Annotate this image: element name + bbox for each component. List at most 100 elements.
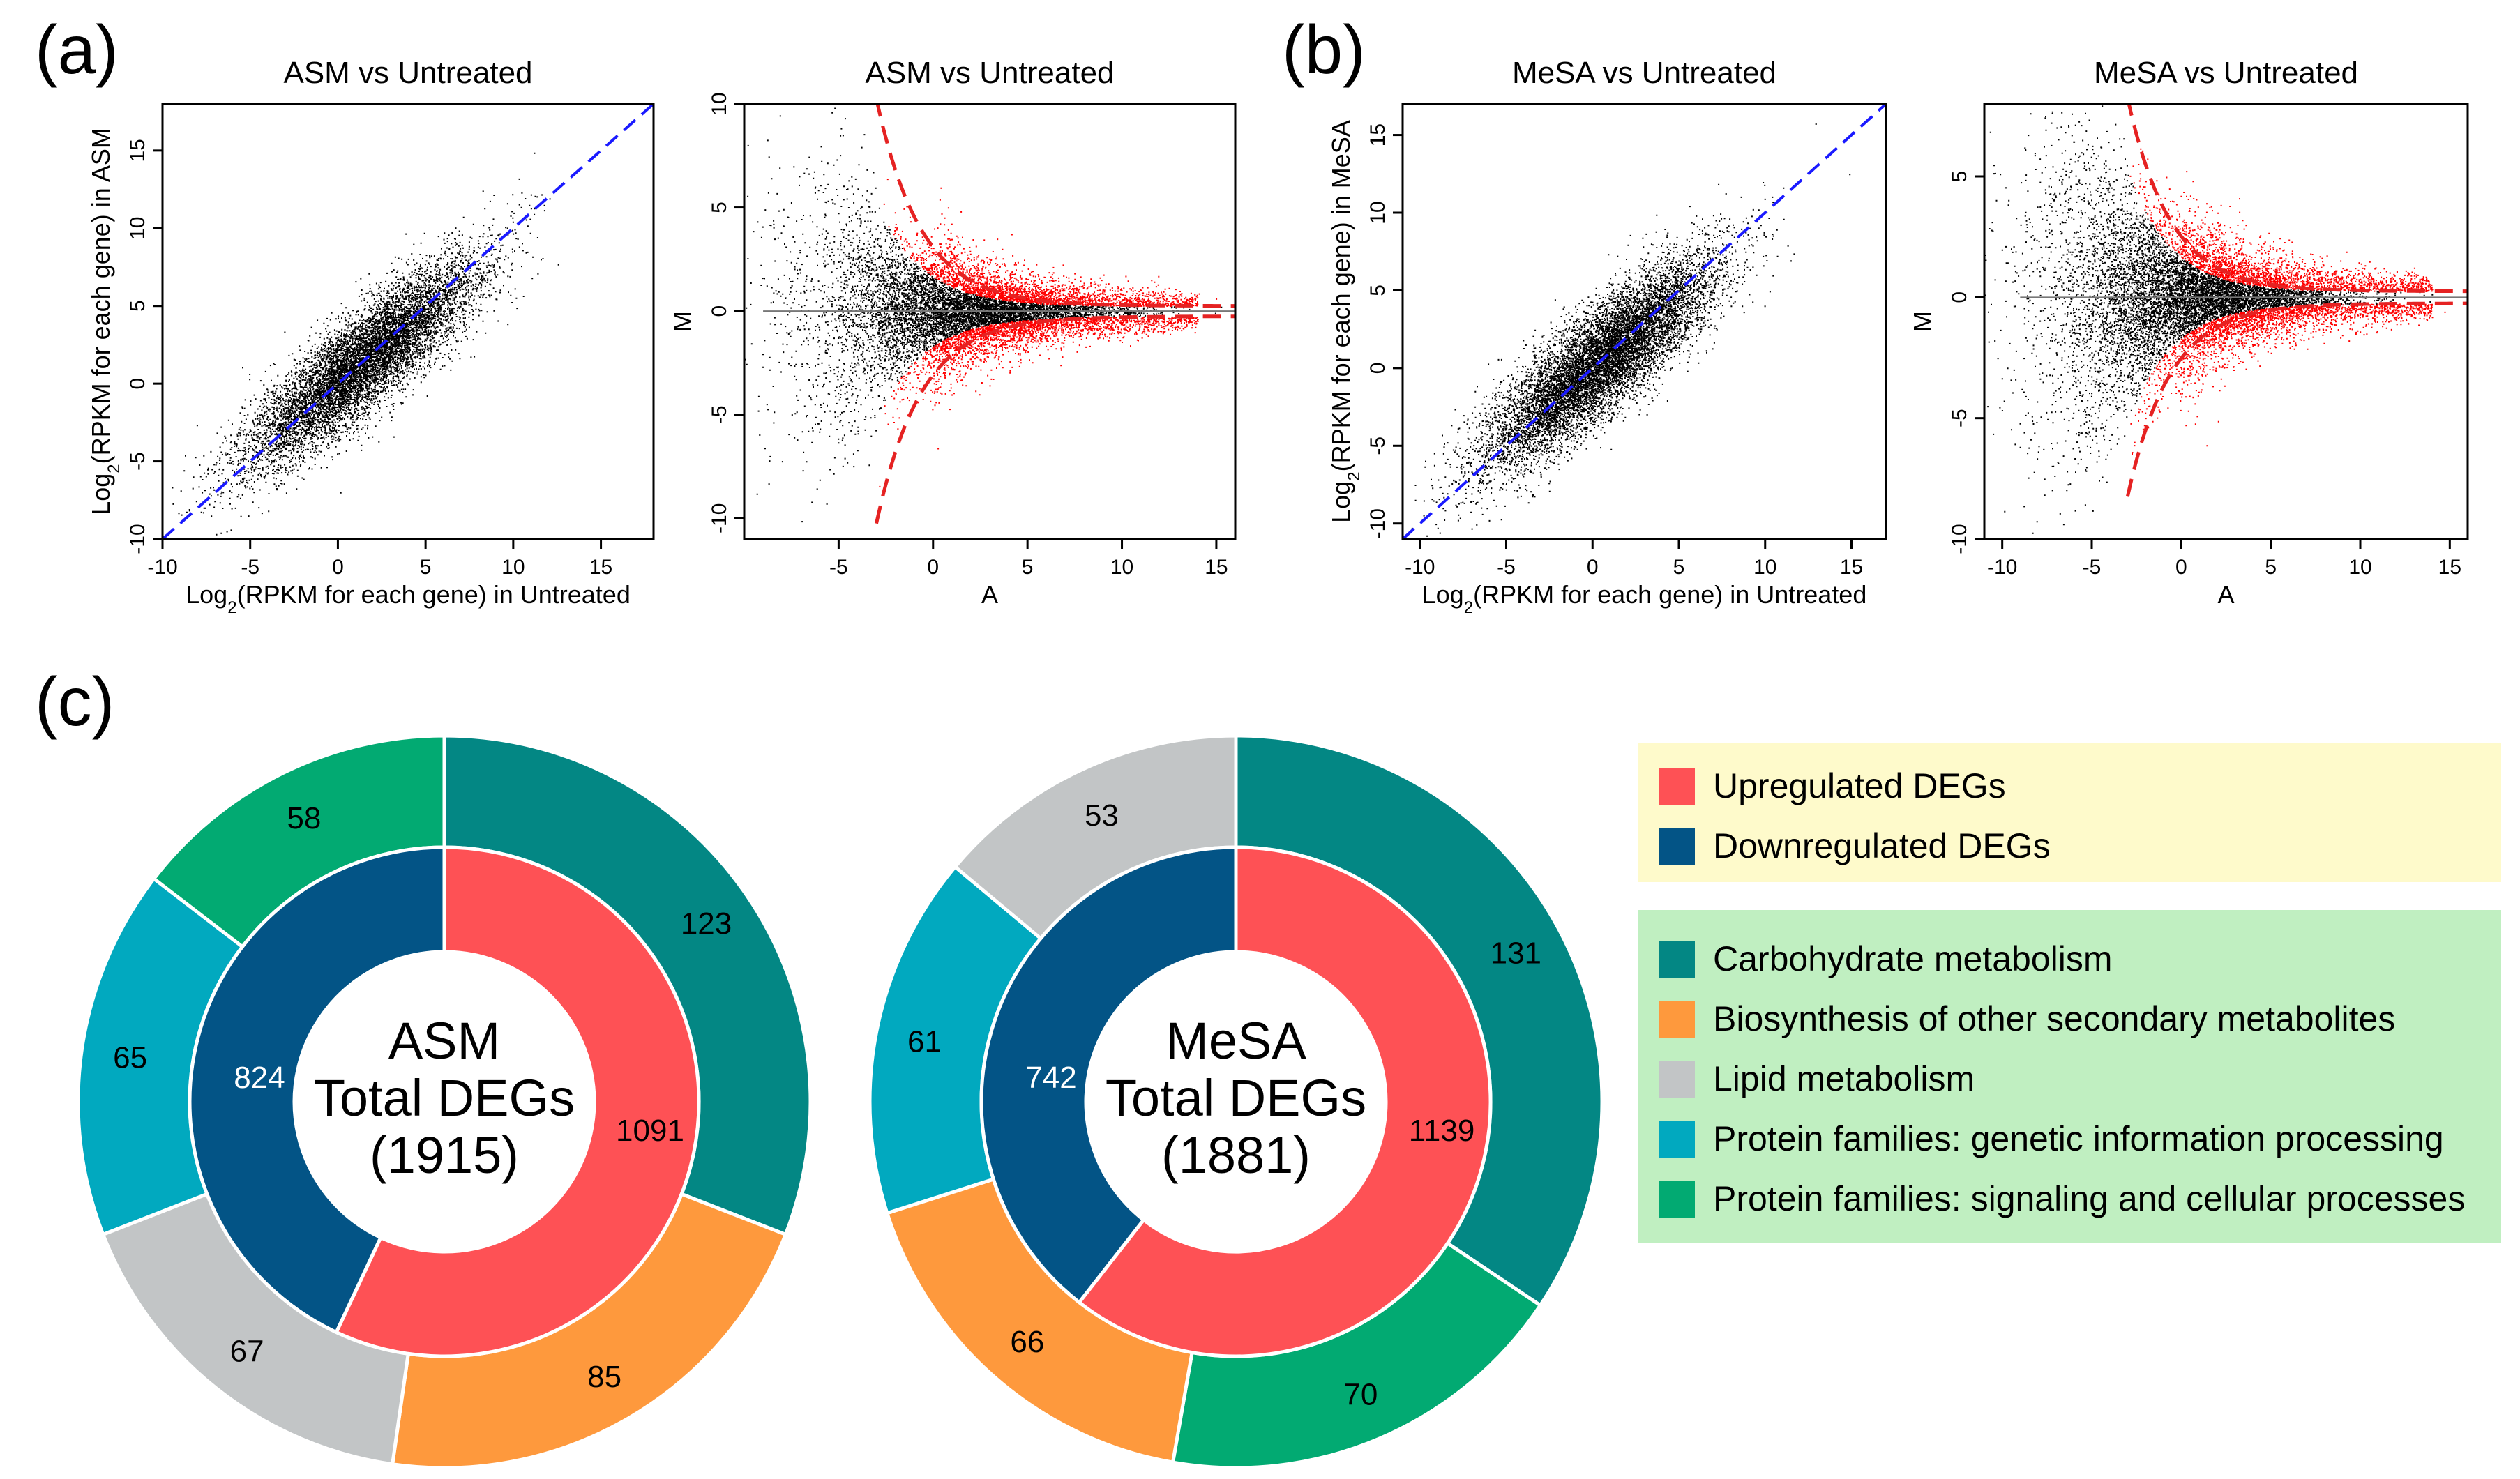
y-axis-label: Log2(RPKM for each gene) in ASM <box>86 128 123 515</box>
legend-swatch-biosynthesis <box>1659 1001 1695 1038</box>
legend-label: Lipid metabolism <box>1713 1059 1975 1098</box>
y-tick-label: 5 <box>1948 171 1971 183</box>
legend-label: Carbohydrate metabolism <box>1713 939 2113 978</box>
panel-label-c: (c) <box>35 663 114 740</box>
plot-frame <box>1401 103 1887 540</box>
x-tick-label: 0 <box>927 556 939 579</box>
y-axis-label: Log2(RPKM for each gene) in MeSA <box>1327 120 1364 523</box>
x-axis-label: A <box>981 580 998 609</box>
diagonal-line <box>1403 104 1886 539</box>
panel-label-a: (a) <box>35 11 119 88</box>
outer-slice-value: 131 <box>1491 936 1541 971</box>
donut-hole <box>294 952 594 1252</box>
legend-swatch-lipid <box>1659 1061 1695 1098</box>
x-tick-label: 15 <box>2438 556 2461 579</box>
x-tick-label: 10 <box>1110 556 1133 579</box>
donut-center-line: ASM <box>388 1012 500 1070</box>
x-tick-label: 0 <box>1587 556 1599 579</box>
threshold-lower <box>2125 301 2468 497</box>
diagonal-line <box>163 104 654 539</box>
y-tick-label: 0 <box>1948 291 1971 303</box>
x-tick-label: -5 <box>829 556 848 579</box>
scatter-dots <box>172 152 559 539</box>
y-tick-label: -5 <box>1366 437 1389 455</box>
x-axis-label-rest: (RPKM for each gene) in Untreated <box>1473 580 1866 609</box>
y-tick-label: -10 <box>1366 508 1389 538</box>
y-tick-label: 0 <box>708 305 731 317</box>
scatter-points <box>1403 104 1886 539</box>
y-tick-label: 5 <box>1366 285 1389 296</box>
plot-mesa-ma: MeSA vs Untreated -10 -5 0 5 10 15 -10 -5 0 5 A M <box>1908 56 2469 609</box>
outer-slice-value: 70 <box>1343 1377 1378 1411</box>
donut-center-line: (1915) <box>370 1126 519 1184</box>
outer-slice-value: 85 <box>587 1360 621 1394</box>
plot-mesa-scatter: MeSA vs Untreated-10 -5 0 5 10 15-10-5051015L… <box>1327 56 1887 617</box>
plot-asm-ma: ASM vs Untreated -5 0 5 10 15 -10 -5 0 5 10 A M <box>668 56 1237 609</box>
y-tick-label: 0 <box>1366 363 1389 374</box>
plot-title: ASM vs Untreated <box>283 56 532 90</box>
x-tick-label: 0 <box>2175 556 2187 579</box>
y-tick-label: -10 <box>126 524 149 554</box>
x-tick-label: -5 <box>241 556 259 579</box>
y-tick-label: -5 <box>126 452 149 471</box>
y-tick-label: -10 <box>1948 524 1971 554</box>
outer-slice-value: 123 <box>681 907 732 941</box>
threshold-lower <box>875 314 1235 524</box>
y-tick-label: 0 <box>126 378 149 390</box>
x-axis-label-main: Log <box>186 580 227 609</box>
legend-label: Upregulated DEGs <box>1713 766 2006 805</box>
y-tick-label: -5 <box>1948 409 1971 427</box>
x-axis-label-rest: (RPKM for each gene) in Untreated <box>237 580 631 609</box>
x-tick-label: 0 <box>332 556 344 579</box>
plot-frame <box>743 103 1237 540</box>
y-tick-label: 15 <box>1366 123 1389 146</box>
outer-slice-value: 58 <box>287 801 321 835</box>
y-axis-label: M <box>668 311 697 332</box>
x-tick-label: -10 <box>147 556 177 579</box>
legend-label: Protein families: signaling and cellular… <box>1713 1179 2465 1218</box>
y-axis-label-rest: (RPKM for each gene) in MeSA <box>1327 120 1355 471</box>
x-tick-label: -10 <box>1987 556 2017 579</box>
inner-slice-value: 1139 <box>1409 1114 1475 1148</box>
x-tick-label: -5 <box>1497 556 1516 579</box>
x-axis-label-sub: 2 <box>1464 598 1473 617</box>
y-tick-label: 5 <box>708 202 731 213</box>
legend-swatch-up <box>1659 768 1695 805</box>
legend-box-deg <box>1638 743 2501 882</box>
outer-slice-value: 67 <box>230 1334 264 1368</box>
panel-label-b: (b) <box>1282 11 1366 88</box>
de-dots <box>879 179 1218 487</box>
de-dots <box>2129 148 2446 455</box>
outer-slice-value: 61 <box>907 1024 942 1059</box>
x-axis-label: Log2(RPKM for each gene) in Untreated <box>186 580 631 617</box>
plot-title: MeSA vs Untreated <box>1512 56 1776 90</box>
plot-title: ASM vs Untreated <box>865 56 1114 90</box>
legend-items: Upregulated DEGs Downregulated DEGs Carboh… <box>1659 766 2465 1218</box>
x-tick-label: 10 <box>2348 556 2371 579</box>
scatter-points <box>163 104 654 539</box>
ma-dots <box>744 107 1223 523</box>
x-tick-label: -10 <box>1405 556 1435 579</box>
outer-slice-value: 66 <box>1010 1325 1044 1359</box>
y-tick-label: 10 <box>126 217 149 240</box>
x-tick-label: 10 <box>1753 556 1776 579</box>
legend-label: Downregulated DEGs <box>1713 826 2051 865</box>
y-axis-label: M <box>1908 311 1937 332</box>
x-tick-label: 5 <box>1673 556 1685 579</box>
x-tick-label: 5 <box>420 556 432 579</box>
y-tick-label: 5 <box>126 300 149 312</box>
y-tick-label: -5 <box>708 405 731 424</box>
x-axis-label: A <box>2217 580 2234 609</box>
x-tick-label: 15 <box>1840 556 1863 579</box>
scatter-dots <box>1411 123 1851 539</box>
inner-slice-value: 1091 <box>616 1114 684 1148</box>
threshold-upper <box>2127 104 2468 294</box>
x-axis-label-sub: 2 <box>227 598 236 617</box>
y-axis-label-sub: 2 <box>1345 471 1364 480</box>
x-tick-label: 15 <box>589 556 612 579</box>
donut-center-line: (1881) <box>1161 1126 1311 1184</box>
y-tick-label: 10 <box>708 92 731 115</box>
